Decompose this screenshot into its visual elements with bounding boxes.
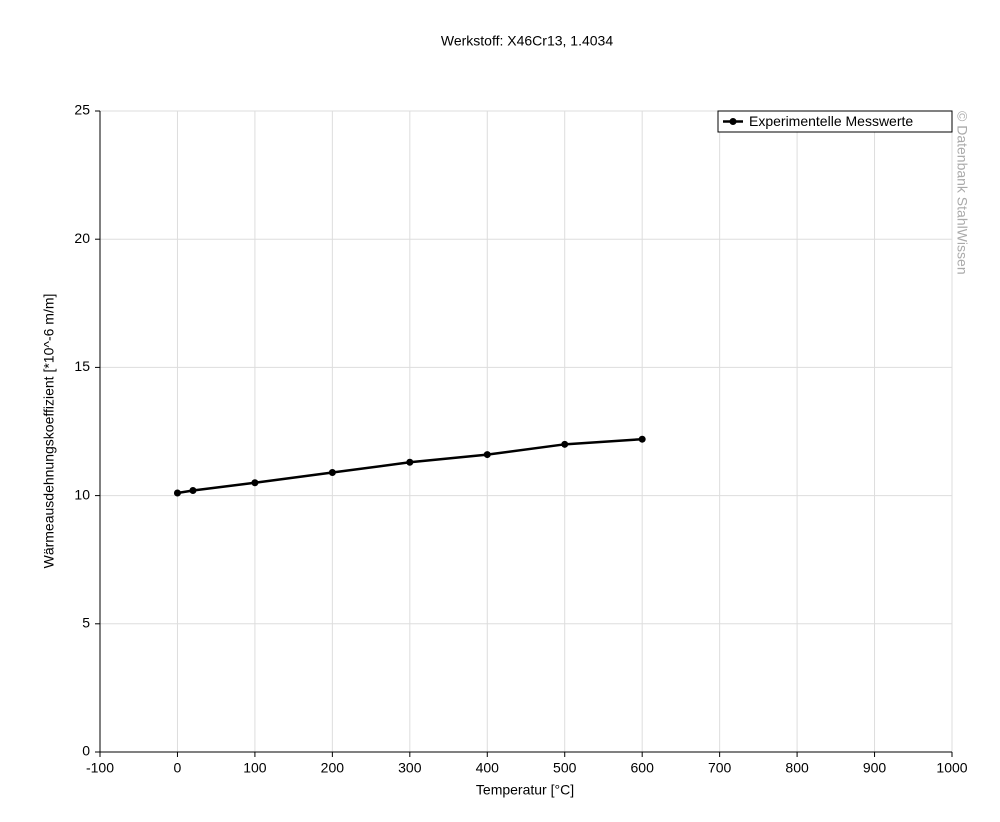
chart-title: Werkstoff: X46Cr13, 1.4034 bbox=[441, 33, 613, 49]
x-tick-label: 0 bbox=[174, 760, 182, 776]
data-point bbox=[328, 469, 336, 477]
y-tick-label: 20 bbox=[74, 230, 90, 246]
watermark: © Datenbank StahlWissen bbox=[954, 111, 970, 275]
y-axis-label: Wärmeausdehnungskoeffizient [*10^-6 m/m] bbox=[41, 294, 57, 569]
data-point bbox=[638, 435, 646, 443]
x-tick-label: 600 bbox=[631, 760, 655, 776]
data-point bbox=[561, 440, 569, 448]
data-line bbox=[177, 437, 643, 495]
x-tick-label: 900 bbox=[863, 760, 887, 776]
x-tick-label: 300 bbox=[398, 760, 422, 776]
data-point bbox=[173, 489, 181, 497]
x-tick-label: 200 bbox=[321, 760, 345, 776]
data-point bbox=[189, 486, 197, 494]
y-tick-label: 15 bbox=[74, 358, 90, 374]
y-tick-label: 25 bbox=[74, 102, 90, 118]
x-tick-label: 500 bbox=[553, 760, 577, 776]
x-tick-label: 400 bbox=[476, 760, 500, 776]
data-point bbox=[251, 479, 259, 487]
x-tick-label: 800 bbox=[785, 760, 809, 776]
y-tick-label: 0 bbox=[82, 743, 90, 759]
x-tick-label: -100 bbox=[86, 760, 114, 776]
x-axis-label: Temperatur [°C] bbox=[476, 782, 574, 798]
data-point bbox=[483, 451, 491, 459]
y-tick-label: 10 bbox=[74, 486, 90, 502]
x-tick-label: 700 bbox=[708, 760, 732, 776]
legend-marker bbox=[729, 118, 737, 125]
legend-box bbox=[717, 110, 953, 133]
x-tick-label: 100 bbox=[243, 760, 267, 776]
legend-label: Experimentelle Messwerte bbox=[749, 113, 913, 129]
x-tick-label: 1000 bbox=[936, 760, 967, 776]
y-tick-label: 5 bbox=[82, 615, 90, 631]
data-point bbox=[406, 458, 414, 466]
